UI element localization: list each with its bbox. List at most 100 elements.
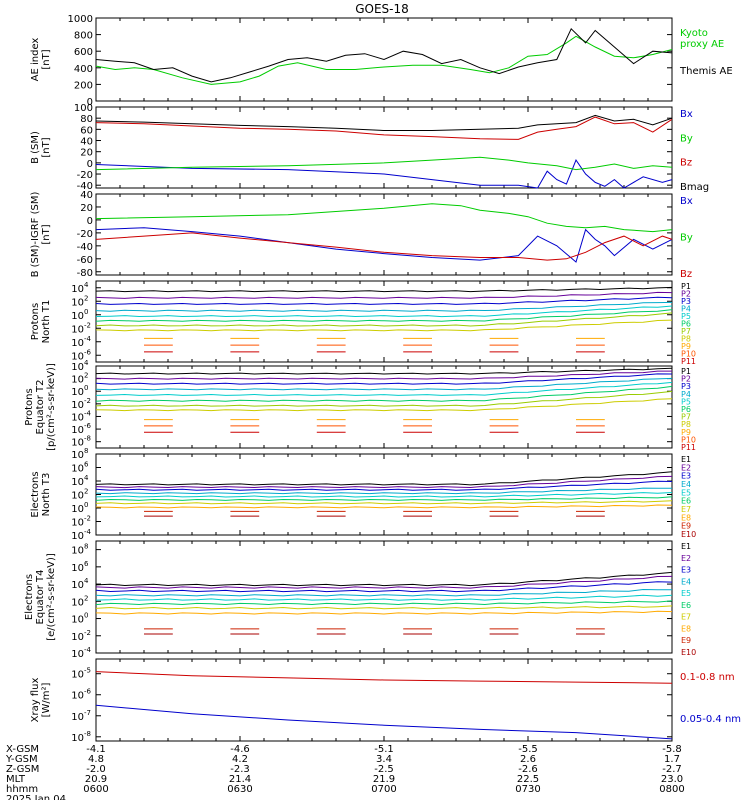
y-axis-label: ProtonsNorth T1	[30, 300, 52, 344]
y-tick-label: 10	[71, 691, 84, 702]
series-p4	[95, 301, 673, 312]
y-axis-label-line: [nT]	[41, 49, 52, 69]
y-tick-exponent: 0	[84, 308, 88, 316]
y-tick-label: 10	[71, 387, 84, 398]
legend-item: E6	[681, 497, 691, 506]
y-axis-label-line: [p/(cm²-s-sr-keV)]	[46, 363, 57, 451]
y-tick-label: 10	[71, 597, 84, 608]
y-tick-label: 10	[71, 362, 84, 373]
legend-item-line: Themis AE	[679, 66, 733, 77]
footer-value: -2.0	[86, 764, 106, 775]
y-tick-label: -20	[77, 229, 93, 240]
series-bx	[95, 159, 673, 189]
legend-item: P11	[681, 443, 696, 452]
y-tick-label: 0	[87, 159, 93, 170]
y-tick-exponent: 8	[84, 543, 88, 551]
legend-item: By	[680, 233, 693, 244]
footer-table: X-GSM -4.1 -4.6 -5.1 -5.5 -5.8 Y-GSM 4.8 4.2 3.4 2…	[5, 744, 685, 800]
legend-item: P10	[681, 435, 696, 444]
y-tick-exponent: -2	[84, 629, 91, 637]
y-tick-label: 10	[71, 733, 84, 744]
series-e8	[95, 504, 673, 509]
panel-bigrf: B (SM)-IGRF (SM)[nT] -80 -60 -40 -20 0 20 40 Bx B…	[30, 190, 693, 280]
footer-value: 20.9	[85, 774, 107, 785]
series-e5	[95, 492, 673, 498]
legend-item-line: Bz	[680, 269, 692, 280]
y-axis-label-line: [nT]	[41, 224, 52, 244]
y-tick-label: 800	[74, 31, 93, 42]
y-tick-label: 10	[71, 531, 84, 542]
y-tick-label: 400	[74, 64, 93, 75]
panel-ae: AE index[nT] 0 200 400 600 800 1000 Kyoto proxy …	[30, 14, 733, 108]
legend-item: Bx	[680, 196, 693, 207]
y-tick-exponent: -4	[84, 646, 92, 654]
y-tick-label: 600	[74, 47, 93, 58]
y-tick-label: 10	[71, 425, 84, 436]
footer-value: -2.5	[374, 764, 394, 775]
y-tick-label: 0	[87, 216, 93, 227]
panel-frame	[95, 193, 673, 276]
legend-item: P5	[681, 397, 691, 406]
legend-item: E5	[681, 589, 691, 598]
y-tick-label: 10	[71, 649, 84, 660]
y-tick-exponent: -2	[84, 321, 91, 329]
y-tick-label: -60	[77, 255, 93, 266]
legend-item: P8	[681, 420, 691, 429]
legend-item: By	[680, 133, 693, 144]
y-tick-label: 40	[80, 137, 93, 148]
legend-item: 0.05-0.4 nm	[680, 714, 741, 725]
footer-value: -4.1	[86, 744, 106, 755]
y-tick-exponent: 4	[84, 474, 89, 482]
legend-item: P2	[681, 375, 691, 384]
y-tick-label: 10	[71, 412, 84, 423]
footer-value: -2.3	[230, 764, 250, 775]
y-tick-label: 10	[71, 632, 84, 643]
panel-ee: ElectronsEquator T4[e/(cm²-s-sr-keV)]10-…	[24, 540, 696, 660]
legend-item-line: Bx	[680, 196, 693, 207]
y-tick-label: 10	[71, 504, 84, 515]
legend-item: E9	[681, 522, 691, 531]
y-tick-exponent: 2	[84, 488, 88, 496]
legend-item-line: Bz	[680, 158, 692, 169]
y-tick-exponent: 8	[84, 447, 88, 455]
legend-item: P9	[681, 342, 691, 351]
legend-item: P9	[681, 428, 691, 437]
y-tick-label: 80	[80, 114, 93, 125]
y-tick-label: -40	[77, 181, 93, 192]
y-tick-exponent: 2	[84, 294, 88, 302]
legend-item: P3	[681, 382, 691, 391]
series-p3	[95, 296, 673, 305]
y-tick-exponent: 0	[84, 384, 88, 392]
footer-row-label: Z-GSM	[6, 764, 39, 775]
y-tick-label: 10	[71, 670, 84, 681]
y-axis-label-line: Xray flux	[30, 678, 41, 723]
y-tick-label: 10	[71, 284, 84, 295]
y-tick-label: 10	[71, 464, 84, 475]
y-tick-exponent: -7	[84, 709, 91, 717]
series-p3	[95, 373, 673, 385]
series-p5	[95, 305, 673, 318]
series-e4	[95, 487, 672, 495]
series-e3	[95, 581, 673, 593]
footer-value: -4.6	[230, 744, 250, 755]
legend-item: P2	[681, 290, 691, 299]
legend-item: P5	[681, 312, 691, 321]
legend-item: Bmag	[680, 182, 709, 193]
legend-item: E3	[681, 472, 691, 481]
series-e6	[95, 496, 673, 501]
panel-xray: Xray flux[W/m²]10-810-710-610 -50.1-0.8 n…	[30, 658, 741, 744]
series-e1	[95, 471, 673, 486]
series-e1	[95, 571, 673, 587]
legend-item: E2	[681, 463, 691, 472]
footer-value: 21.4	[229, 774, 251, 785]
series-bx	[95, 227, 673, 263]
y-axis-label-line: AE index	[30, 38, 41, 82]
series-0-1-0-8-nm	[95, 671, 673, 684]
y-tick-label: 10	[71, 712, 84, 723]
y-tick-label: 10	[71, 311, 84, 322]
legend-item: P7	[681, 413, 691, 422]
y-tick-label: 10	[71, 477, 84, 488]
